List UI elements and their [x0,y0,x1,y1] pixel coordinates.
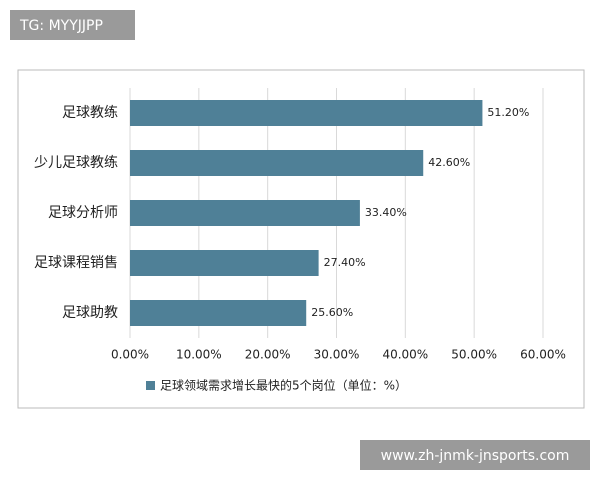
x-tick-label: 30.00% [314,348,360,362]
y-tick-label: 足球助教 [62,305,118,321]
value-label: 51.20% [487,106,529,119]
value-label: 33.40% [365,206,407,219]
chart-frame [17,69,585,409]
x-tick-label: 40.00% [382,348,428,362]
watermark-text: TG: MYYJJPP [19,18,103,34]
value-label: 27.40% [324,256,366,269]
bar [130,150,424,176]
y-tick-label: 足球分析师 [48,205,118,221]
bar [130,100,483,126]
y-tick-label: 少儿足球教练 [34,155,118,171]
y-tick-label: 足球教练 [62,105,118,121]
bar [130,250,319,276]
value-label: 42.60% [428,156,470,169]
x-tick-label: 10.00% [176,348,222,362]
x-tick-label: 20.00% [245,348,291,362]
x-tick-label: 0.00% [111,348,149,362]
y-tick-label: 足球课程销售 [34,255,118,271]
x-tick-label: 50.00% [451,348,497,362]
value-label: 25.60% [311,306,353,319]
x-tick-label: 60.00% [520,348,566,362]
watermark-box [10,10,135,40]
watermark-text: www.zh-jnmk-jnsports.com [381,448,570,464]
legend-swatch [146,381,155,390]
bar [130,200,360,226]
bar [130,300,307,326]
watermark-box [360,440,590,470]
legend-label: 足球领域需求增长最快的5个岗位（单位：%） [160,378,407,393]
